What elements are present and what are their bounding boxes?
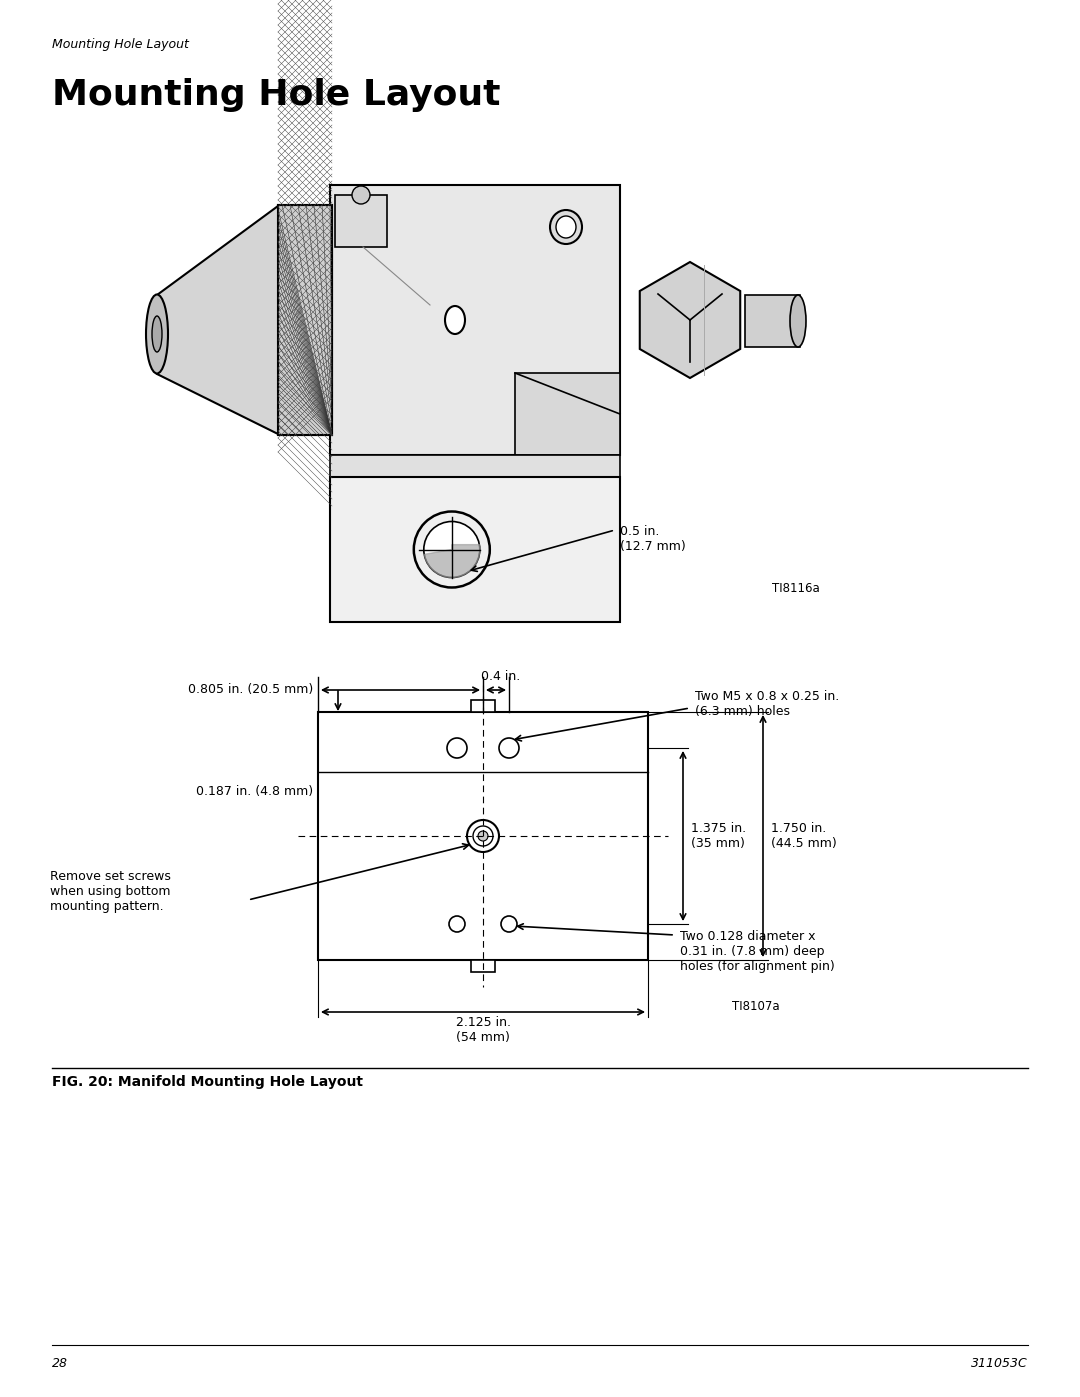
Bar	[471, 960, 495, 972]
Ellipse shape	[146, 295, 168, 373]
Circle shape	[414, 511, 490, 588]
Circle shape	[501, 916, 517, 932]
Text: TI8116a: TI8116a	[772, 583, 820, 595]
Ellipse shape	[352, 186, 370, 204]
Circle shape	[423, 521, 480, 577]
Text: Mounting Hole Layout: Mounting Hole Layout	[52, 78, 500, 112]
Ellipse shape	[789, 295, 806, 346]
Bar	[335, 196, 387, 247]
Ellipse shape	[550, 210, 582, 244]
Circle shape	[467, 820, 499, 852]
Text: 28: 28	[52, 1356, 68, 1370]
Bar	[330, 455, 620, 476]
Ellipse shape	[556, 217, 576, 237]
Bar	[278, 205, 332, 434]
Bar	[515, 373, 620, 455]
Text: Remove set screws
when using bottom
mounting pattern.: Remove set screws when using bottom moun…	[50, 870, 171, 914]
Circle shape	[499, 738, 519, 759]
Polygon shape	[157, 205, 278, 434]
Text: FIG. 20: Manifold Mounting Hole Layout: FIG. 20: Manifold Mounting Hole Layout	[52, 1076, 363, 1090]
Text: 1.375 in.
(35 mm): 1.375 in. (35 mm)	[691, 821, 746, 849]
Bar	[330, 184, 620, 455]
Text: 0.5 in.
(12.7 mm): 0.5 in. (12.7 mm)	[620, 525, 686, 553]
Bar	[471, 700, 495, 712]
Text: Two M5 x 0.8 x 0.25 in.
(6.3 mm) holes: Two M5 x 0.8 x 0.25 in. (6.3 mm) holes	[696, 690, 839, 718]
Polygon shape	[639, 263, 740, 379]
Text: 0.805 in. (20.5 mm): 0.805 in. (20.5 mm)	[188, 683, 313, 697]
Text: Mounting Hole Layout: Mounting Hole Layout	[52, 38, 189, 52]
Bar	[745, 295, 800, 346]
Text: 1.750 in.
(44.5 mm): 1.750 in. (44.5 mm)	[771, 821, 837, 849]
Text: Two 0.128 diameter x
0.31 in. (7.8 mm) deep
holes (for alignment pin): Two 0.128 diameter x 0.31 in. (7.8 mm) d…	[680, 930, 835, 972]
Text: TI8107a: TI8107a	[732, 1000, 780, 1013]
Circle shape	[473, 826, 492, 847]
Text: 2.125 in.
(54 mm): 2.125 in. (54 mm)	[456, 1016, 511, 1044]
Bar	[318, 712, 648, 960]
Text: 311053C: 311053C	[971, 1356, 1028, 1370]
Bar	[330, 476, 620, 622]
Ellipse shape	[152, 316, 162, 352]
Text: 0.4 in.: 0.4 in.	[482, 671, 521, 683]
Polygon shape	[424, 545, 480, 577]
Circle shape	[447, 738, 467, 759]
Ellipse shape	[445, 306, 465, 334]
Circle shape	[449, 916, 465, 932]
Text: 0.187 in. (4.8 mm): 0.187 in. (4.8 mm)	[195, 785, 313, 799]
Bar	[278, 205, 332, 434]
Circle shape	[478, 831, 488, 841]
